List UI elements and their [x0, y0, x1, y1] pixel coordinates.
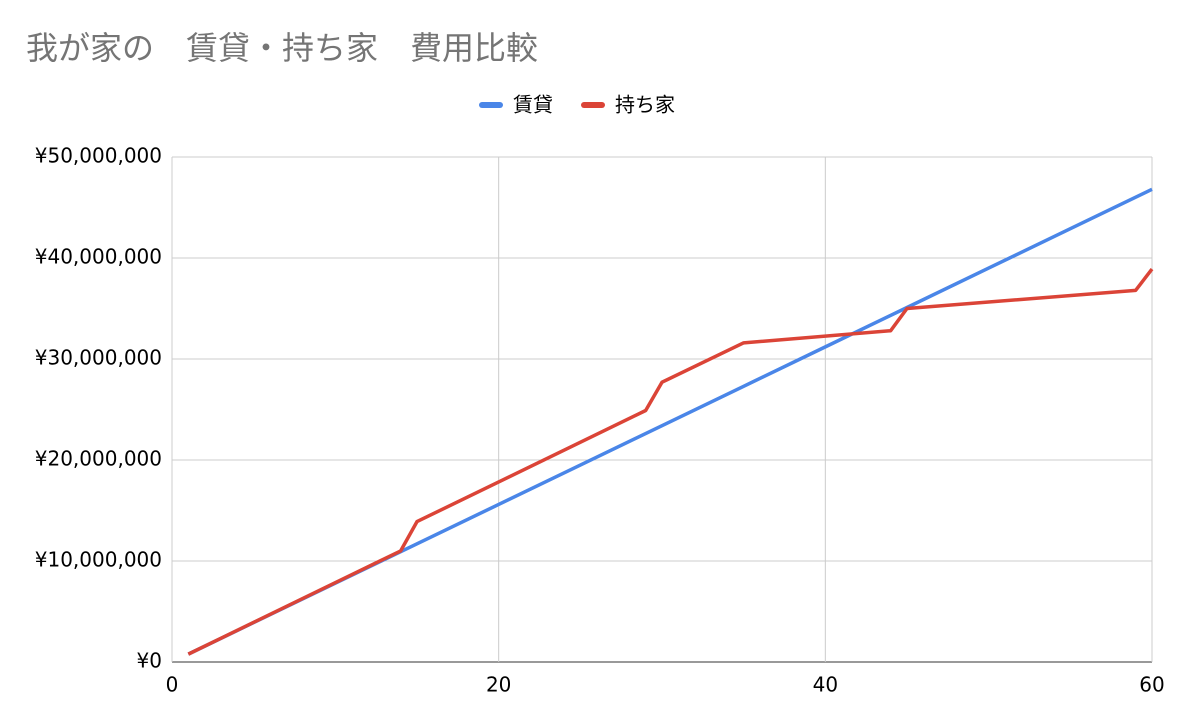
x-tick-label: 40 — [813, 673, 838, 697]
x-tick-label: 0 — [166, 673, 179, 697]
y-tick-label: ¥30,000,000 — [35, 346, 162, 370]
legend-label: 賃貸 — [513, 93, 553, 117]
y-tick-label: ¥50,000,000 — [35, 144, 162, 168]
legend-swatch — [479, 102, 503, 108]
legend-label: 持ち家 — [615, 93, 675, 117]
x-tick-label: 20 — [486, 673, 511, 697]
x-tick-label: 60 — [1139, 673, 1164, 697]
y-tick-label: ¥10,000,000 — [35, 548, 162, 572]
y-tick-label: ¥40,000,000 — [35, 245, 162, 269]
y-tick-label: ¥20,000,000 — [35, 447, 162, 471]
series-line — [187, 268, 1154, 656]
legend-swatch — [581, 102, 605, 108]
chart-title: 我が家の 賃貸・持ち家 費用比較 — [26, 29, 538, 67]
y-tick-label: ¥0 — [137, 649, 162, 673]
